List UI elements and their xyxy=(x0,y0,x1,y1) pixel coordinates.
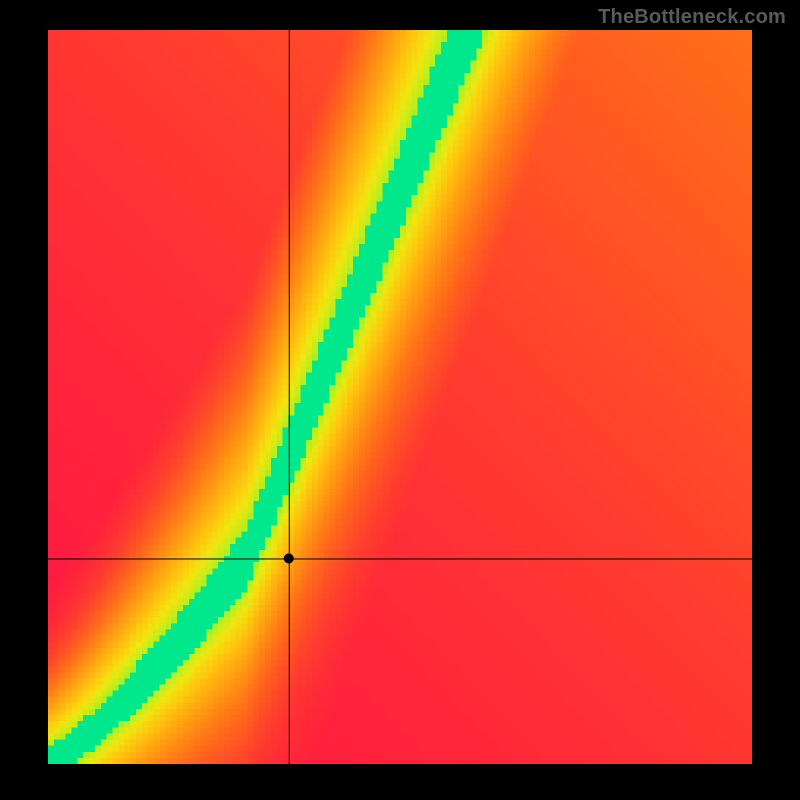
chart-container: { "watermark": { "text": "TheBottleneck.… xyxy=(0,0,800,800)
watermark-text: TheBottleneck.com xyxy=(598,6,786,29)
crosshair-overlay xyxy=(48,30,752,764)
